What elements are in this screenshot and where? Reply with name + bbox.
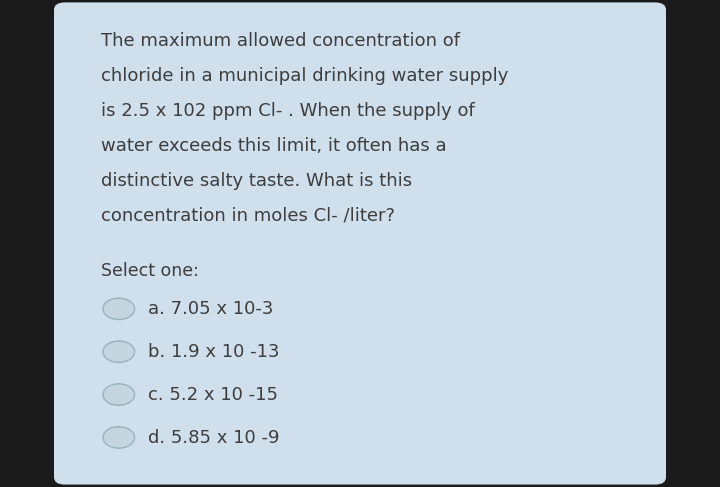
Text: water exceeds this limit, it often has a: water exceeds this limit, it often has a	[101, 137, 446, 155]
Text: c. 5.2 x 10 -15: c. 5.2 x 10 -15	[148, 386, 278, 404]
Text: b. 1.9 x 10 -13: b. 1.9 x 10 -13	[148, 343, 279, 361]
Text: The maximum allowed concentration of: The maximum allowed concentration of	[101, 32, 460, 50]
Circle shape	[103, 427, 135, 448]
Text: d. 5.85 x 10 -9: d. 5.85 x 10 -9	[148, 429, 279, 447]
Circle shape	[103, 384, 135, 405]
Text: a. 7.05 x 10-3: a. 7.05 x 10-3	[148, 300, 273, 318]
Text: chloride in a municipal drinking water supply: chloride in a municipal drinking water s…	[101, 67, 508, 85]
Circle shape	[103, 341, 135, 362]
Text: is 2.5 x 102 ppm Cl- . When the supply of: is 2.5 x 102 ppm Cl- . When the supply o…	[101, 102, 474, 120]
Text: Select one:: Select one:	[101, 262, 199, 280]
Circle shape	[103, 298, 135, 319]
Text: concentration in moles Cl- /liter?: concentration in moles Cl- /liter?	[101, 207, 395, 225]
FancyBboxPatch shape	[54, 2, 666, 485]
Text: distinctive salty taste. What is this: distinctive salty taste. What is this	[101, 172, 412, 190]
